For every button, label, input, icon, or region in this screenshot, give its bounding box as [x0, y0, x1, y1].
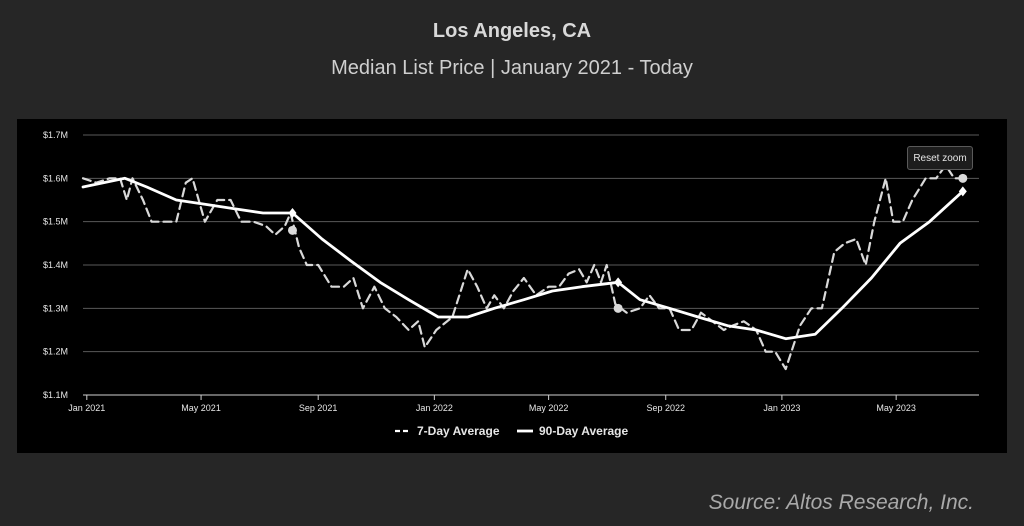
- chart-subtitle: Median List Price | January 2021 - Today: [331, 57, 693, 79]
- data-point-marker[interactable]: [287, 225, 297, 235]
- legend-label[interactable]: 7-Day Average: [417, 424, 500, 438]
- data-point-marker[interactable]: [613, 303, 623, 313]
- series-layer: [81, 164, 968, 371]
- x-tick-label: May 2022: [529, 403, 569, 413]
- source-credit: Source: Altos Research, Inc.: [708, 491, 974, 514]
- x-tick-label: Jan 2023: [763, 403, 800, 413]
- chart-panel: $1.1M $1.2M $1.3M $1.4M $1.5M $1.6M $1.7M Jan 2…: [17, 119, 1007, 453]
- y-tick-label: $1.5M: [43, 217, 68, 227]
- series-line-7-day: [81, 164, 964, 371]
- data-point-marker[interactable]: [614, 277, 623, 288]
- grid-layer: [83, 134, 979, 396]
- y-tick-label: $1.6M: [43, 173, 68, 183]
- data-point-marker[interactable]: [288, 208, 297, 218]
- x-tick-label: Jan 2021: [68, 403, 105, 413]
- y-tick-label: $1.3M: [43, 303, 68, 313]
- x-tick-label: May 2023: [876, 403, 916, 413]
- data-point-marker[interactable]: [958, 186, 967, 197]
- axis-layer: $1.1M $1.2M $1.3M $1.4M $1.5M $1.6M $1.7M Jan 2…: [43, 130, 916, 413]
- y-tick-label: $1.4M: [43, 260, 68, 270]
- series-line-90-day: [81, 176, 965, 341]
- chart-title: Los Angeles, CA: [432, 20, 592, 42]
- y-tick-label: $1.2M: [43, 347, 68, 357]
- legend-label[interactable]: 90-Day Average: [539, 424, 628, 438]
- y-tick-label: $1.1M: [43, 390, 68, 400]
- x-tick-label: Sep 2021: [299, 403, 338, 413]
- x-tick-label: Sep 2022: [646, 403, 685, 413]
- chart-svg: $1.1M $1.2M $1.3M $1.4M $1.5M $1.6M $1.7M Jan 2…: [43, 130, 979, 438]
- legend[interactable]: 7-Day Average 90-Day Average: [395, 424, 628, 438]
- x-tick-label: Jan 2022: [416, 403, 453, 413]
- data-point-marker[interactable]: [958, 173, 968, 183]
- y-tick-label: $1.7M: [43, 130, 68, 140]
- reset-zoom-button[interactable]: Reset zoom: [907, 146, 973, 170]
- x-tick-label: May 2021: [181, 403, 221, 413]
